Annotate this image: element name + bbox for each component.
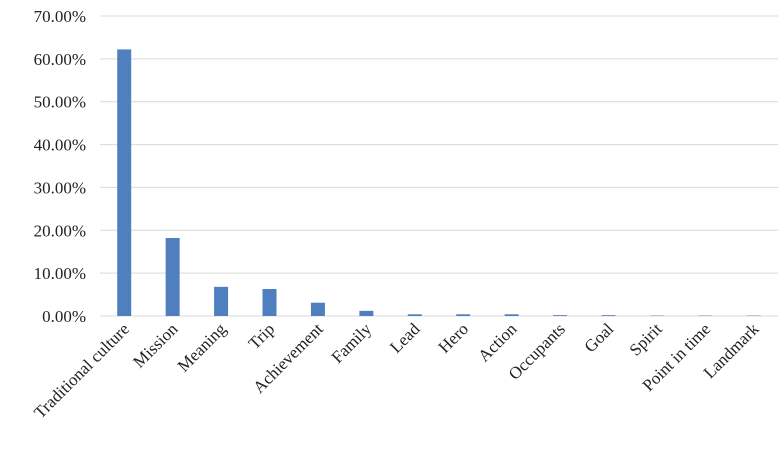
y-tick-label: 60.00% bbox=[34, 50, 86, 69]
y-tick-label: 10.00% bbox=[34, 264, 86, 283]
x-tick-label: Traditional culture bbox=[30, 319, 133, 422]
x-tick-label: Hero bbox=[435, 319, 472, 356]
bar bbox=[456, 314, 471, 316]
y-tick-label: 50.00% bbox=[34, 93, 86, 112]
x-tick-label: Spirit bbox=[626, 319, 666, 359]
x-tick-label: Action bbox=[474, 319, 521, 366]
x-tick-label: Meaning bbox=[174, 319, 231, 376]
bar bbox=[165, 238, 180, 316]
bar bbox=[310, 302, 325, 316]
y-tick-label: 20.00% bbox=[34, 221, 86, 240]
bar bbox=[504, 314, 519, 316]
x-tick-label: Goal bbox=[581, 319, 618, 356]
bar bbox=[359, 310, 374, 316]
y-tick-label: 0.00% bbox=[42, 307, 86, 326]
bar bbox=[601, 315, 616, 316]
x-tick-label: Trip bbox=[245, 319, 279, 353]
bar bbox=[407, 314, 422, 316]
bar bbox=[553, 315, 568, 316]
y-tick-label: 40.00% bbox=[34, 136, 86, 155]
x-tick-label: Family bbox=[328, 319, 376, 367]
bar bbox=[117, 49, 132, 317]
y-tick-label: 70.00% bbox=[34, 7, 86, 26]
bar bbox=[262, 289, 277, 316]
bar bbox=[214, 286, 229, 316]
x-tick-label: Lead bbox=[386, 319, 424, 357]
y-tick-label: 30.00% bbox=[34, 178, 86, 197]
